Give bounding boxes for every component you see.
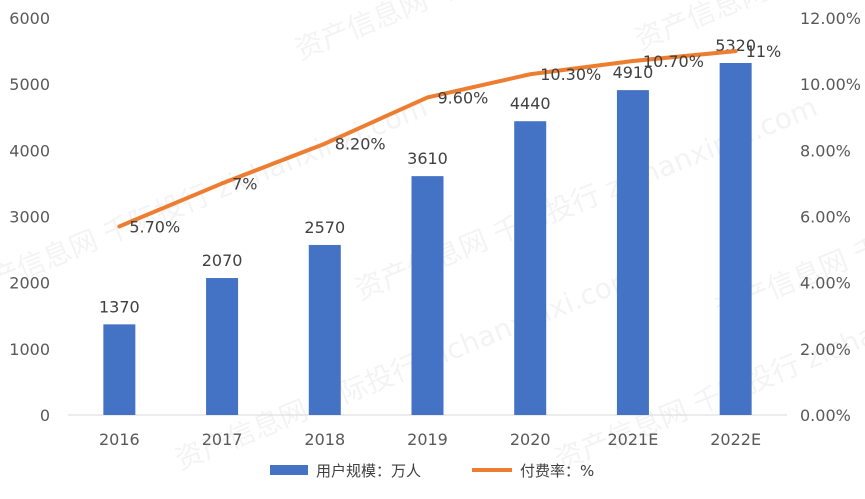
x-tick-label: 2016 [99,430,140,449]
bar-2020 [514,121,547,415]
rate-value-label: 11% [746,42,782,61]
x-tick-label: 2019 [407,430,448,449]
right-tick-label: 4.00% [800,274,851,293]
right-tick-label: 10.00% [800,75,861,94]
left-tick-label: 5000 [9,75,50,94]
right-tick-label: 0.00% [800,406,851,425]
left-tick-label: 4000 [9,141,50,160]
legend-bar-label: 用户规模：万人 [316,462,421,480]
right-tick-label: 8.00% [800,141,851,160]
bar-value-label: 4440 [510,94,551,113]
left-tick-label: 2000 [9,274,50,293]
x-tick-label: 2020 [510,430,551,449]
bar-value-label: 2570 [304,218,345,237]
left-tick-label: 1000 [9,340,50,359]
legend: 用户规模：万人 付费率：% [270,462,594,480]
right-tick-label: 2.00% [800,340,851,359]
left-tick-label: 0 [40,406,50,425]
line-data-labels: 5.70% 7% 8.20% 9.60% 10.30% 10.70% 11% [129,42,781,236]
left-axis-ticks: 0 1000 2000 3000 4000 5000 6000 [9,9,50,425]
rate-value-label: 9.60% [438,88,489,107]
bar-2021E [616,90,649,415]
left-tick-label: 3000 [9,208,50,227]
x-tick-label: 2018 [304,430,345,449]
bar-2019 [411,176,444,415]
rate-line [117,49,738,229]
legend-line-label: 付费率：% [520,462,594,480]
bar-series [103,62,752,415]
legend-bar-swatch [270,465,308,475]
rate-value-label: 7% [232,174,257,193]
left-tick-label: 6000 [9,9,50,28]
right-tick-label: 12.00% [800,9,861,28]
bar-2022E [719,62,752,415]
rate-value-label: 10.30% [540,65,601,84]
right-tick-label: 6.00% [800,208,851,227]
x-tick-label: 2017 [202,430,243,449]
bar-value-label: 4910 [613,63,654,82]
x-axis-ticks: 2016 2017 2018 2019 2020 2021E 2022E [99,430,761,449]
bar-2017 [206,278,239,415]
x-tick-label: 2022E [710,430,761,449]
bar-value-label: 1370 [99,297,140,316]
bar-value-label: 2070 [202,251,243,270]
bar-2016 [103,324,136,415]
right-axis-ticks: 0.00% 2.00% 4.00% 6.00% 8.00% 10.00% 12.00% [800,9,861,425]
rate-value-label: 8.20% [335,135,386,154]
rate-value-label: 10.70% [643,52,704,71]
x-tick-label: 2021E [608,430,659,449]
rate-value-label: 5.70% [129,217,180,236]
bar-value-label: 3610 [407,149,448,168]
bar-2018 [308,244,341,415]
